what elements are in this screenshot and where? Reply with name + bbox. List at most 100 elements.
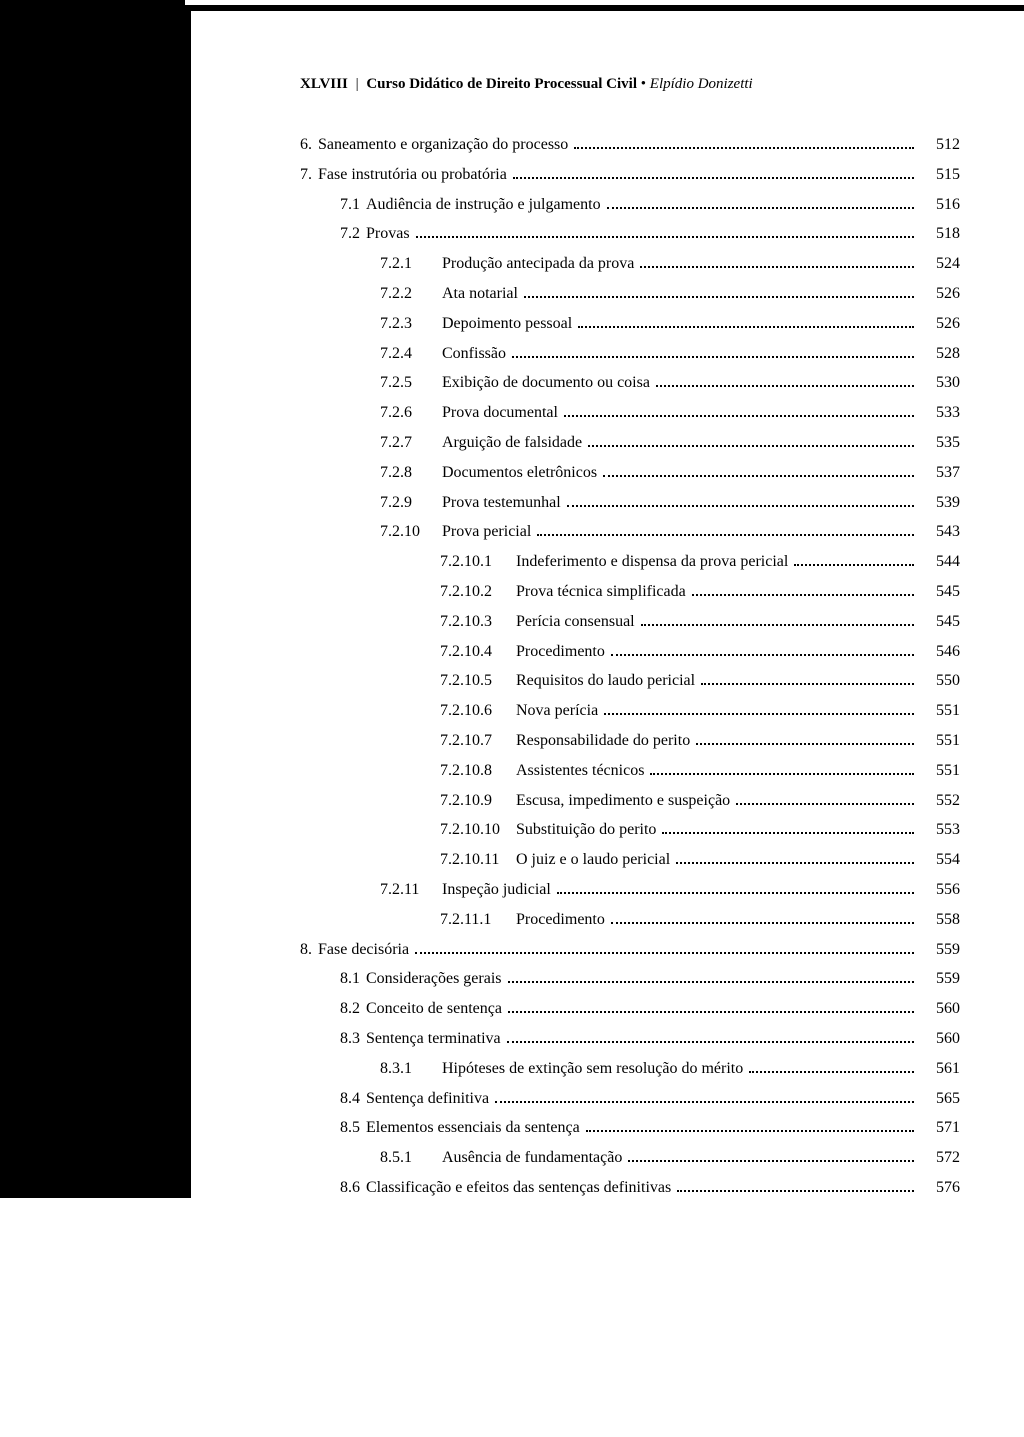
toc-entry-number: 8.5.1 xyxy=(380,1146,436,1171)
toc-entry-number: 8.2 xyxy=(340,997,360,1022)
toc-entry-text: O juiz e o laudo pericial xyxy=(510,848,670,873)
toc-entry-number: 7.2.10.7 xyxy=(440,729,510,754)
toc-dot-leader xyxy=(603,475,914,477)
toc-row: 7.2.4Confissão528 xyxy=(380,342,960,367)
toc-entry-text: Ata notarial xyxy=(436,282,518,307)
toc-dot-leader xyxy=(557,892,914,894)
toc-entry-text: Assistentes técnicos xyxy=(510,759,644,784)
toc-entry-text: Procedimento xyxy=(510,640,605,665)
toc-entry-text: Depoimento pessoal xyxy=(436,312,572,337)
toc-entry-number: 7.2.8 xyxy=(380,461,436,486)
toc-row: 7.2.10.6Nova perícia551 xyxy=(440,699,960,724)
toc-dot-leader xyxy=(676,862,914,864)
toc-entry-number: 7.2.11.1 xyxy=(440,908,510,933)
toc-entry-number: 7.2.9 xyxy=(380,491,436,516)
page-roman-numeral: XLVIII xyxy=(300,76,348,92)
toc-dot-leader xyxy=(677,1190,914,1192)
toc-dot-leader xyxy=(524,296,914,298)
toc-dot-leader xyxy=(416,236,914,238)
toc-dot-leader xyxy=(567,505,914,507)
toc-entry-text: Sentença definitiva xyxy=(360,1087,489,1112)
toc-entry-page: 553 xyxy=(918,818,960,843)
toc-entry-page: 515 xyxy=(918,163,960,188)
toc-entry-text: Requisitos do laudo pericial xyxy=(510,669,695,694)
toc-entry-page: 530 xyxy=(918,371,960,396)
toc-entry-page: 554 xyxy=(918,848,960,873)
toc-row: 7.2.2Ata notarial526 xyxy=(380,282,960,307)
page-content: XLVIII | Curso Didático de Direito Proce… xyxy=(300,76,960,1206)
toc-entry-text: Saneamento e organização do processo xyxy=(312,133,568,158)
toc-dot-leader xyxy=(794,564,914,566)
toc-entry-page: 539 xyxy=(918,491,960,516)
toc-row: 6.Saneamento e organização do processo51… xyxy=(300,133,960,158)
toc-entry-number: 8.1 xyxy=(340,967,360,992)
toc-entry-page: 524 xyxy=(918,252,960,277)
toc-dot-leader xyxy=(736,803,914,805)
toc-entry-number: 7.2.10.11 xyxy=(440,848,510,873)
toc-entry-page: 528 xyxy=(918,342,960,367)
toc-entry-page: 558 xyxy=(918,908,960,933)
toc-entry-number: 7.2.10.6 xyxy=(440,699,510,724)
toc-row: 8.3Sentença terminativa560 xyxy=(340,1027,960,1052)
toc-entry-page: 565 xyxy=(918,1087,960,1112)
toc-dot-leader xyxy=(640,266,914,268)
toc-entry-page: 552 xyxy=(918,789,960,814)
toc-row: 7.2.10Prova pericial543 xyxy=(380,520,960,545)
toc-entry-text: Substituição do perito xyxy=(510,818,656,843)
toc-row: 7.2.8Documentos eletrônicos537 xyxy=(380,461,960,486)
toc-entry-number: 7.1 xyxy=(340,193,360,218)
toc-entry-page: 576 xyxy=(918,1176,960,1201)
page-border-left xyxy=(185,5,191,1198)
toc-row: 7.2Provas518 xyxy=(340,222,960,247)
toc-dot-leader xyxy=(512,356,914,358)
toc-entry-page: 559 xyxy=(918,938,960,963)
toc-dot-leader xyxy=(696,743,914,745)
toc-entry-page: 516 xyxy=(918,193,960,218)
toc-row: 7.2.7Arguição de falsidade535 xyxy=(380,431,960,456)
toc-entry-number: 7.2 xyxy=(340,222,360,247)
toc-entry-text: Considerações gerais xyxy=(360,967,502,992)
toc-entry-page: 543 xyxy=(918,520,960,545)
toc-row: 7.2.10.1Indeferimento e dispensa da prov… xyxy=(440,550,960,575)
toc-dot-leader xyxy=(604,713,914,715)
toc-entry-text: Sentença terminativa xyxy=(360,1027,501,1052)
toc-entry-page: 546 xyxy=(918,640,960,665)
scan-black-margin xyxy=(0,0,185,1198)
toc-entry-text: Fase decisória xyxy=(312,938,409,963)
toc-row: 7.2.10.5Requisitos do laudo pericial550 xyxy=(440,669,960,694)
toc-entry-text: Elementos essenciais da sentença xyxy=(360,1116,580,1141)
toc-entry-text: Procedimento xyxy=(510,908,605,933)
toc-entry-number: 7.2.10.5 xyxy=(440,669,510,694)
toc-entry-number: 8.6 xyxy=(340,1176,360,1201)
toc-row: 7.2.11Inspeção judicial556 xyxy=(380,878,960,903)
toc-entry-text: Fase instrutória ou probatória xyxy=(312,163,507,188)
toc-entry-number: 7.2.11 xyxy=(380,878,436,903)
toc-entry-page: 560 xyxy=(918,997,960,1022)
toc-dot-leader xyxy=(611,654,914,656)
toc-entry-text: Produção antecipada da prova xyxy=(436,252,634,277)
toc-dot-leader xyxy=(611,922,914,924)
toc-row: 8.Fase decisória559 xyxy=(300,938,960,963)
toc-row: 7.2.5Exibição de documento ou coisa530 xyxy=(380,371,960,396)
toc-entry-text: Provas xyxy=(360,222,410,247)
toc-dot-leader xyxy=(508,1011,914,1013)
toc-dot-leader xyxy=(628,1160,914,1162)
toc-entry-page: 559 xyxy=(918,967,960,992)
toc-entry-text: Inspeção judicial xyxy=(436,878,551,903)
toc-entry-number: 7.2.7 xyxy=(380,431,436,456)
toc-entry-number: 8.3.1 xyxy=(380,1057,436,1082)
toc-entry-page: 512 xyxy=(918,133,960,158)
toc-entry-number: 7.2.6 xyxy=(380,401,436,426)
book-title: Curso Didático de Direito Processual Civ… xyxy=(366,76,637,92)
toc-entry-text: Prova pericial xyxy=(436,520,531,545)
toc-entry-number: 7.2.10.10 xyxy=(440,818,510,843)
toc-entry-number: 7.2.4 xyxy=(380,342,436,367)
toc-dot-leader xyxy=(588,445,914,447)
toc-row: 8.4Sentença definitiva565 xyxy=(340,1087,960,1112)
toc-entry-page: 526 xyxy=(918,312,960,337)
toc-entry-page: 545 xyxy=(918,610,960,635)
toc-row: 8.1Considerações gerais 559 xyxy=(340,967,960,992)
header-bullet: • xyxy=(641,76,646,92)
toc-dot-leader xyxy=(692,594,914,596)
toc-row: 8.3.1Hipóteses de extinção sem resolução… xyxy=(380,1057,960,1082)
